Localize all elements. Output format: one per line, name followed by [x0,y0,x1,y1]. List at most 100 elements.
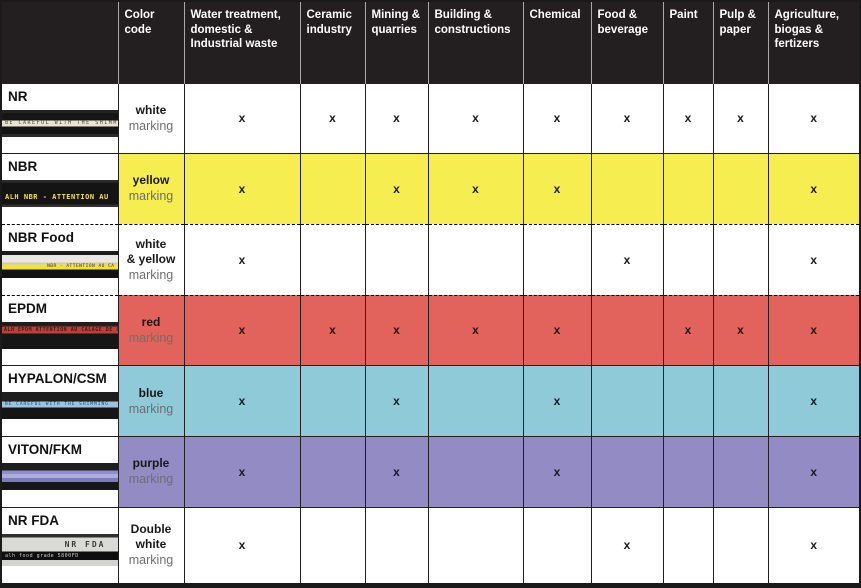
color-code-cell: white marking [117,82,184,154]
material-row: VITON/FKM purple marking x x x x [2,436,859,508]
color-code-cell: purple marking [117,436,184,508]
compatibility-cell: x [662,294,713,366]
compatibility-cell [712,506,768,583]
color-code-cell: red marking [117,294,184,366]
viton-hose-image [2,463,118,491]
compatibility-cell: x [767,365,859,437]
compatibility-cell [590,436,663,508]
compatibility-cell: x [183,153,300,225]
material-cell: NBR ALH NBR - ATTENTION AU [2,153,118,225]
hypalon-hose-image: BE CAREFUL WITH THE SHIMMING [2,392,118,420]
hose-marking-text: NBR - ATTENTION AU CA [47,263,115,269]
compatibility-cell: x [767,436,859,508]
hose-marking-text: BE CAREFUL WITH THE SHIMMING [5,402,109,408]
compatibility-cell [712,153,768,225]
compatibility-cell: x [364,436,428,508]
compatibility-cell: x [183,506,300,583]
nbrfood-hose-image: NBR - ATTENTION AU CA [2,250,118,278]
hose-marking-text: NR FDA [64,539,106,549]
hose-marking-text: ALH EPDM ATTENTION AU CALAGE DE C [4,326,118,333]
compatibility-cell [299,153,365,225]
marking-color-label: blue [138,385,164,400]
compatibility-cell: x [364,365,428,437]
compatibility-cell [364,506,428,583]
compatibility-cell [662,436,713,508]
material-name: NR [8,88,28,104]
compatibility-cell [662,365,713,437]
compatibility-cell [662,506,713,583]
compatibility-cell [299,223,365,296]
material-row: NBR Food NBR - ATTENTION AU CA white & yel… [2,223,859,296]
compatibility-cell [299,436,365,508]
compatibility-cell: x [767,153,859,225]
compatibility-cell: x [364,294,428,366]
material-name: EPDM [8,300,48,316]
application-column-header: Mining & quarries [364,2,428,83]
material-cell: NR BE CAREFUL WITH THE SHIMMING [2,82,118,154]
compatibility-cell: x [299,82,365,154]
color-code-cell: blue marking [117,365,184,437]
compatibility-cell: x [712,294,768,366]
material-cell: HYPALON/CSM BE CAREFUL WITH THE SHIMMING [2,365,118,437]
marking-color-label: yellow [132,173,170,188]
material-row: NBR ALH NBR - ATTENTION AU yellow marking x x… [2,153,859,225]
nbr-hose-image: ALH NBR - ATTENTION AU [2,180,118,208]
compatibility-cell: x [522,436,591,508]
compatibility-cell [590,153,663,225]
material-cell: NBR Food NBR - ATTENTION AU CA [2,223,118,296]
material-name: HYPALON/CSM [8,371,107,387]
compatibility-cell: x [767,294,859,366]
color-code-cell: Double white marking [117,506,184,583]
compatibility-cell: x [522,294,591,366]
marking-word: marking [128,401,174,416]
compatibility-cell: x [522,153,591,225]
application-column-header: Building & constructions [427,2,523,83]
compatibility-cell: x [299,294,365,366]
marking-word: marking [128,553,174,568]
compatibility-cell: x [522,365,591,437]
compatibility-cell: x [590,223,663,296]
material-name: NBR [8,159,38,175]
compatibility-cell [522,223,591,296]
application-column-header: Pulp & paper [712,2,768,83]
hose-marking-text: ALH NBR - ATTENTION AU [5,193,109,202]
compatibility-cell: x [767,506,859,583]
application-column-header: Food & beverage [590,2,663,83]
compatibility-cell [590,365,663,437]
compatibility-cell [522,506,591,583]
application-column-header: Ceramic industry [299,2,365,83]
compatibility-cell [712,223,768,296]
material-row: NR FDA NR FDA alh food grade 5800FD Double … [2,506,859,583]
compatibility-cell: x [183,223,300,296]
marking-color-label: purple [132,456,170,471]
compatibility-cell [662,223,713,296]
compatibility-cell: x [712,82,768,154]
compatibility-cell [427,365,523,437]
compatibility-cell: x [767,223,859,296]
application-column-header: Agriculture, biogas & fertizers [767,2,859,83]
nrfda-hose-image: NR FDA alh food grade 5800FD [2,533,118,566]
compatibility-cell: x [427,153,523,225]
marking-word: marking [128,189,174,204]
compatibility-cell [299,506,365,583]
hose-marking-text: BE CAREFUL WITH THE SHIMMING [5,119,118,126]
compatibility-cell [364,223,428,296]
material-column-header [2,2,118,83]
compatibility-cell: x [662,82,713,154]
hose-sub-text: alh food grade 5800FD [5,552,79,559]
compatibility-cell: x [767,82,859,154]
material-name: VITON/FKM [8,442,82,458]
compatibility-cell: x [427,82,523,154]
color-code-cell: yellow marking [117,153,184,225]
marking-color-label: white [135,102,167,117]
color-code-header: Color code [117,2,184,83]
compatibility-cell [662,153,713,225]
compatibility-cell: x [590,506,663,583]
marking-word: marking [128,118,174,133]
compatibility-cell [299,365,365,437]
compatibility-cell [427,436,523,508]
compatibility-cell: x [183,82,300,154]
